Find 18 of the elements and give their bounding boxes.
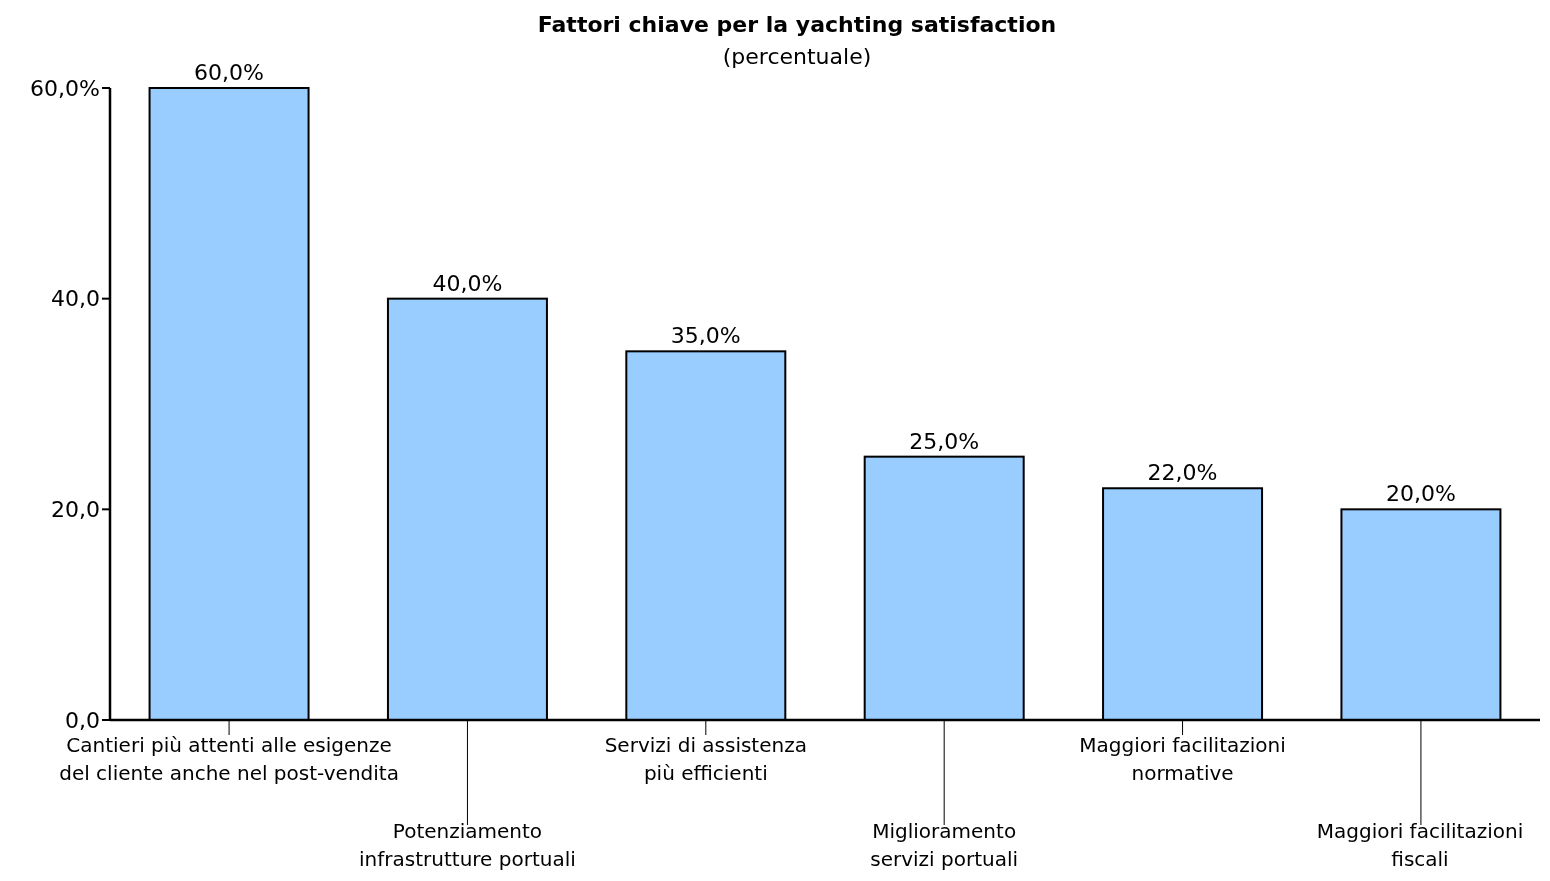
- x-tick-label: Servizi di assistenza più efficienti: [604, 733, 807, 785]
- data-label: 25,0%: [909, 428, 980, 454]
- y-tick-label: 40,0: [51, 286, 100, 312]
- data-label: 60,0%: [194, 60, 265, 85]
- data-label: 40,0%: [432, 270, 503, 296]
- x-tick-label: Maggiori facilitazioni normative: [1079, 733, 1286, 785]
- data-label: 22,0%: [1147, 460, 1218, 486]
- y-tick-label: 20,0: [51, 497, 100, 523]
- x-tick-label: Cantieri più attenti alle esigenze del cliente anche nel post-vendita: [59, 733, 399, 785]
- data-label: 20,0%: [1385, 481, 1456, 507]
- chart-subtitle: (percentuale): [722, 44, 872, 69]
- chart-title: Fattori chiave per la yachting satisfaction: [537, 12, 1057, 37]
- x-tick-label: Potenziamento infrastrutture portuali: [359, 819, 576, 871]
- y-tick-label: 0,0: [65, 707, 100, 733]
- y-tick-label: 60,0%: [30, 75, 100, 101]
- data-label: 35,0%: [670, 323, 741, 349]
- x-tick-label: Miglioramento servizi portuali: [870, 819, 1019, 871]
- x-tick-label: Maggiori facilitazioni fiscali: [1316, 819, 1524, 871]
